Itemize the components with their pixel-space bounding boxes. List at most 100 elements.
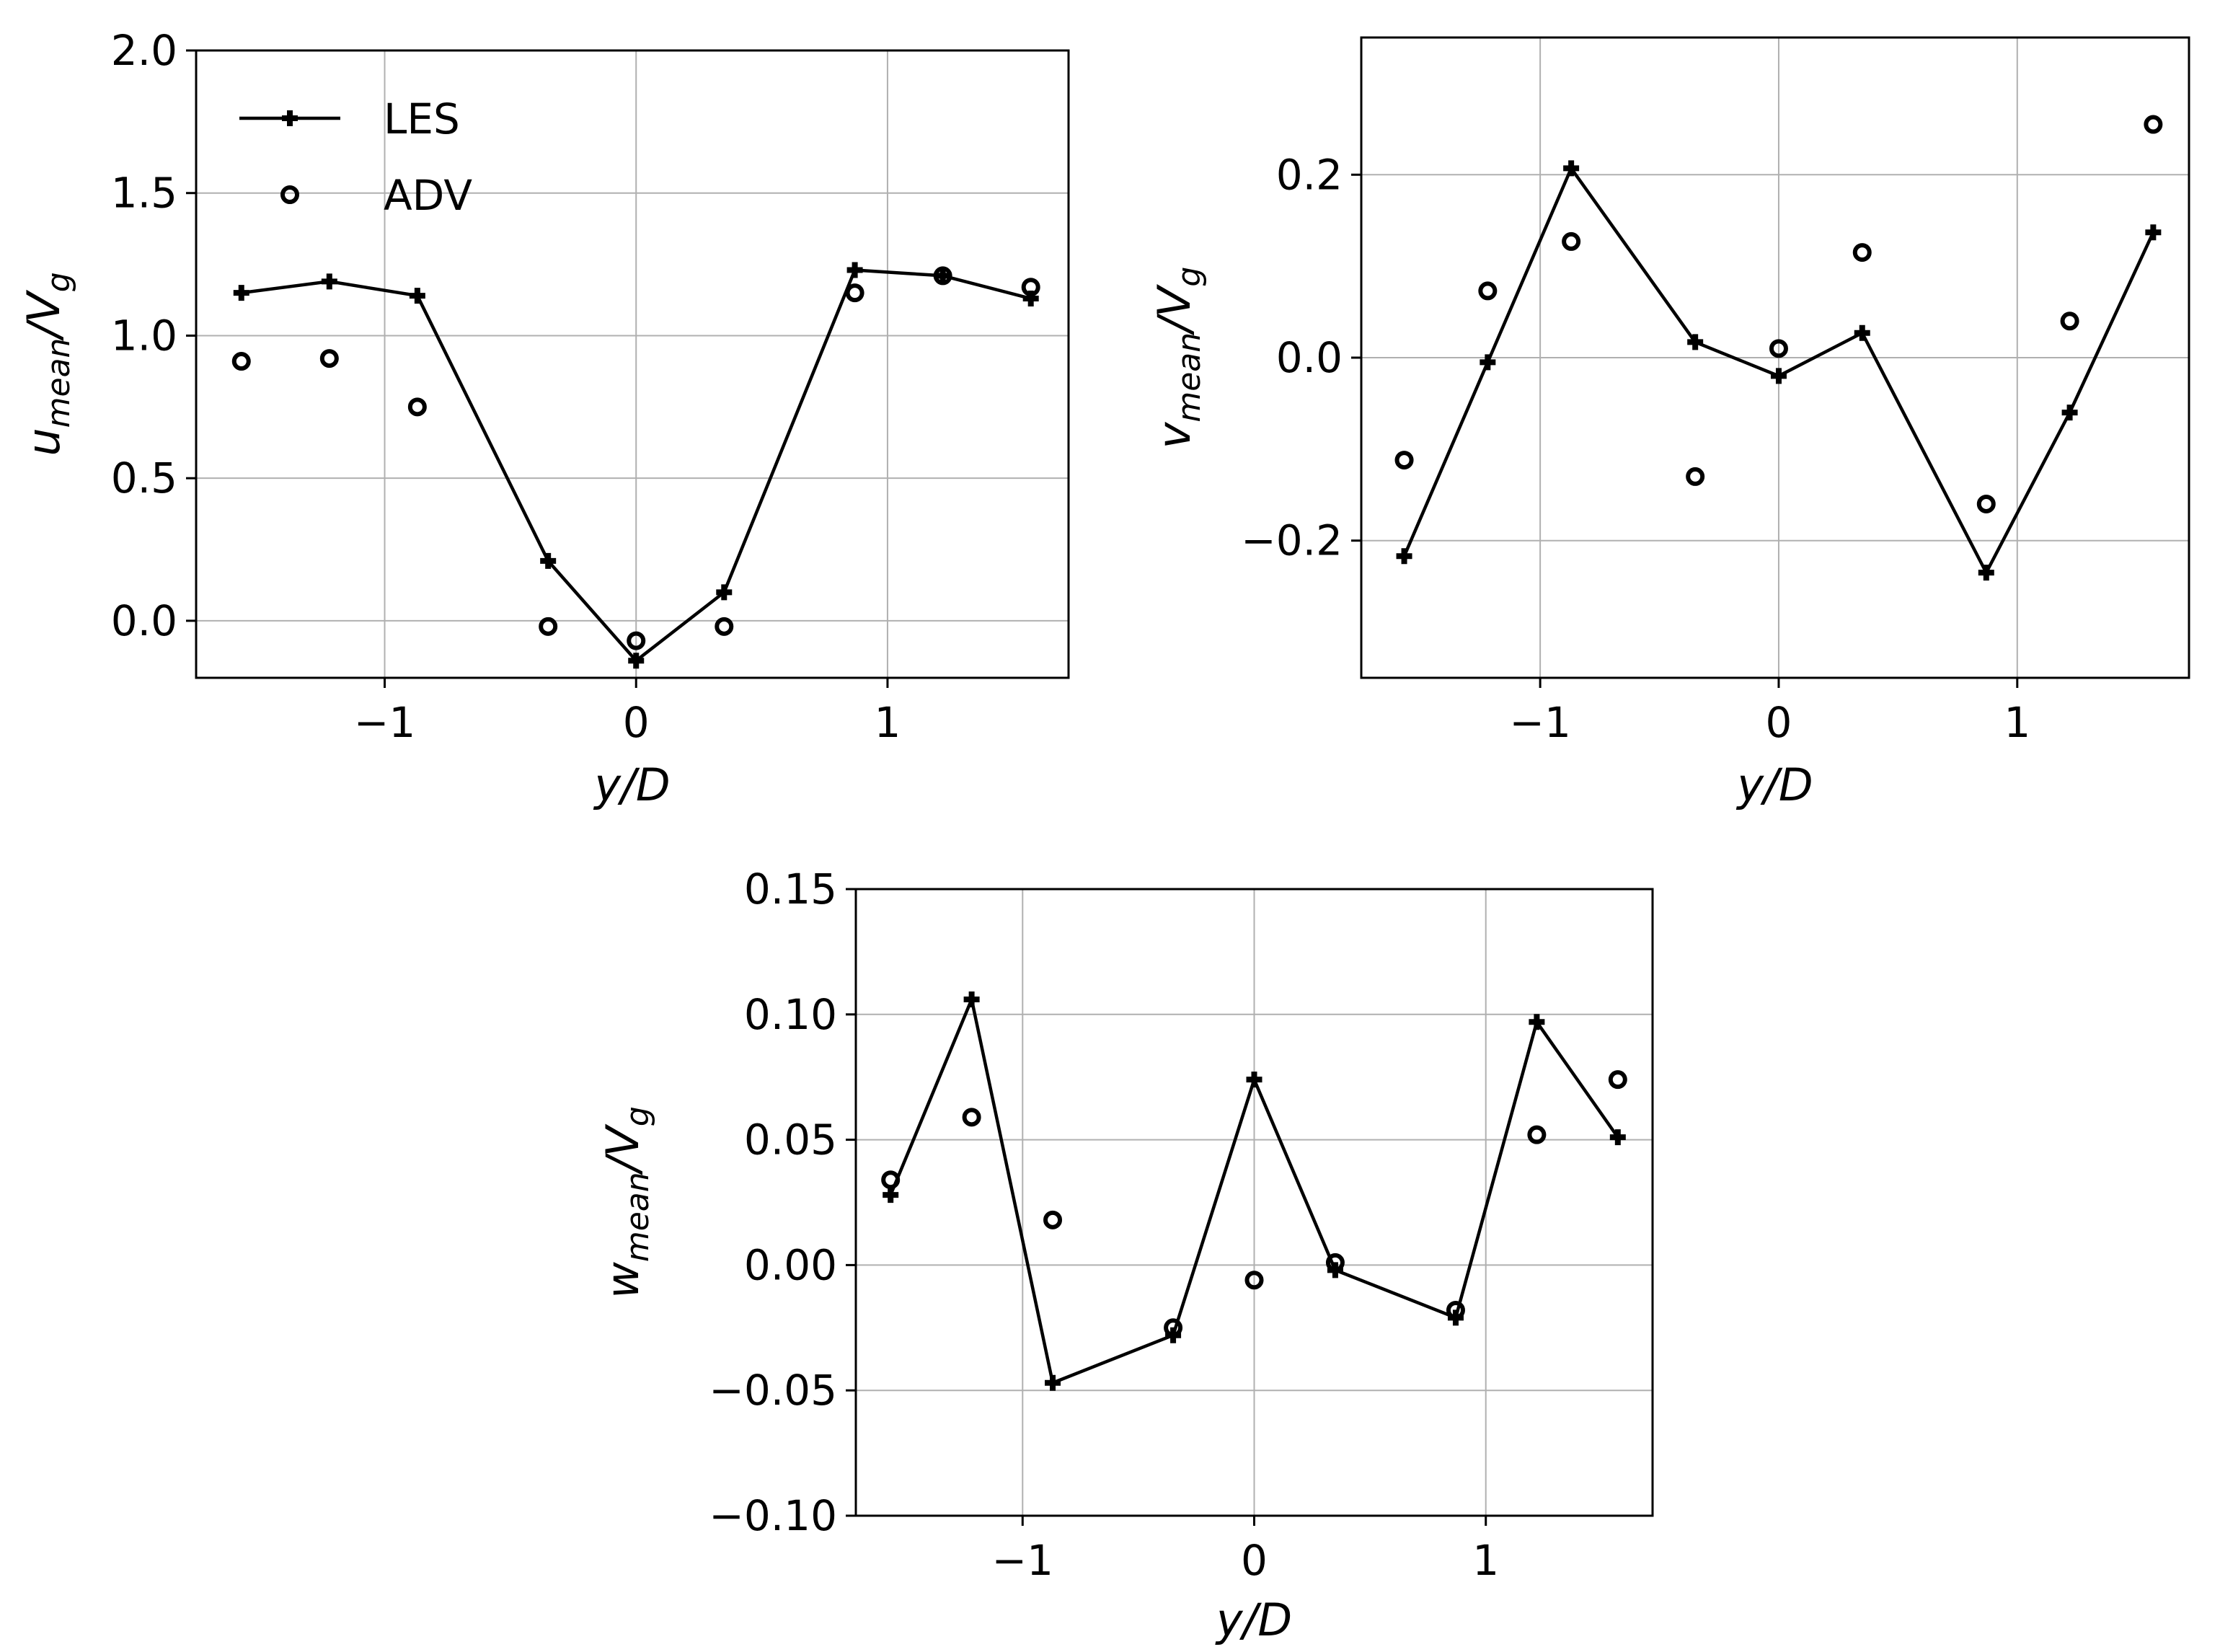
adv-point xyxy=(962,1108,981,1127)
adv-point xyxy=(1769,339,1788,358)
adv-point xyxy=(231,352,251,371)
x-axis-label: y/D xyxy=(1215,1594,1292,1646)
axes-frame xyxy=(195,49,1070,679)
y-tick-label: 2.0 xyxy=(111,26,177,75)
adv-point xyxy=(1478,281,1498,301)
x-axis-label: y/D xyxy=(593,759,670,811)
y-tick-label: 0.0 xyxy=(1276,333,1343,382)
adv-point xyxy=(715,617,734,636)
x-tick-label: −1 xyxy=(1509,698,1571,747)
y-axis-label: umean/Vg xyxy=(17,272,77,456)
x-axis-label: y/D xyxy=(1735,759,1813,811)
les-point xyxy=(846,262,863,278)
y-axis-label-part: u xyxy=(17,428,70,456)
y-tick-label: 0.05 xyxy=(744,1116,837,1165)
adv-point xyxy=(1976,494,1996,513)
u-mean-panel: −1 0 1 0.0 0.5 1.0 1.5 2.0 y/D umean/Vg LES ADV xyxy=(17,26,1070,811)
adv-point xyxy=(2060,312,2079,331)
adv-point xyxy=(407,397,427,417)
x-tick-label: 1 xyxy=(1472,1536,1499,1585)
y-tick-label: −0.2 xyxy=(1241,516,1343,565)
w-mean-panel: −1 0 1 −0.10 −0.05 0.00 0.05 0.10 0.15 y/D wmean/V… xyxy=(596,865,1654,1646)
legend-adv-marker xyxy=(280,185,299,204)
les-point xyxy=(1480,354,1496,371)
y-tick-label: 0.5 xyxy=(111,454,177,503)
les-point xyxy=(1687,334,1704,350)
les-point xyxy=(233,285,249,301)
adv-point xyxy=(881,1170,901,1190)
x-tick-label: 1 xyxy=(874,698,901,747)
y-axis-label-part: mean xyxy=(1171,332,1208,423)
y-axis-label: wmean/Vg xyxy=(596,1106,656,1299)
adv-point xyxy=(1527,1125,1547,1144)
adv-point xyxy=(319,349,339,368)
les-point xyxy=(1529,1014,1545,1030)
les-point xyxy=(1045,1374,1061,1391)
les-point xyxy=(2145,224,2162,241)
y-axis-label-part: mean xyxy=(619,1172,656,1262)
x-tick-label: 0 xyxy=(1241,1536,1268,1585)
les-point xyxy=(1563,160,1580,177)
les-point xyxy=(321,273,337,290)
y-axis-label-part: V xyxy=(17,289,70,323)
y-tick-label: 0.2 xyxy=(1276,150,1343,199)
adv-point xyxy=(1394,451,1414,470)
x-tick-label: 0 xyxy=(623,698,650,747)
adv-point xyxy=(1244,1271,1264,1290)
adv-point xyxy=(1562,231,1581,251)
les-point xyxy=(1246,1072,1262,1088)
adv-point xyxy=(539,617,558,636)
les-point xyxy=(963,991,980,1007)
adv-point xyxy=(1446,1300,1465,1320)
les-point xyxy=(628,653,645,669)
y-tick-label: 1.5 xyxy=(111,169,177,218)
adv-point xyxy=(627,631,646,650)
y-axis-label-part: w xyxy=(596,1262,649,1299)
legend: LES ADV xyxy=(239,94,472,220)
y-axis-label-part: V xyxy=(1148,283,1200,317)
adv-point xyxy=(1852,243,1872,262)
y-axis-label: vmean/Vg xyxy=(1148,267,1208,449)
adv-point xyxy=(2144,115,2163,134)
y-tick-label: 0.00 xyxy=(744,1240,837,1289)
y-tick-label: 0.10 xyxy=(744,990,837,1039)
x-tick-label: −1 xyxy=(992,1536,1054,1585)
y-tick-label: −0.05 xyxy=(709,1366,837,1415)
les-point xyxy=(1609,1129,1626,1146)
y-tick-label: 1.0 xyxy=(111,311,177,360)
y-axis-label-part: v xyxy=(1148,421,1200,449)
adv-point xyxy=(1608,1070,1627,1090)
les-point xyxy=(1770,368,1787,384)
legend-adv-label: ADV xyxy=(384,171,472,220)
adv-point xyxy=(845,283,864,303)
y-axis-label-part: g xyxy=(40,272,77,292)
les-point xyxy=(716,584,733,601)
adv-point xyxy=(1043,1210,1063,1229)
les-point xyxy=(1978,565,1994,581)
y-tick-label: 0.0 xyxy=(111,596,177,645)
les-point xyxy=(540,552,557,569)
y-axis-label-part: g xyxy=(1171,267,1208,287)
v-mean-panel: −1 0 1 −0.2 0.0 0.2 y/D vmean/Vg xyxy=(1148,36,2190,811)
adv-point xyxy=(1021,278,1040,297)
y-tick-label: 0.15 xyxy=(744,865,837,914)
adv-point xyxy=(1164,1318,1183,1338)
x-tick-label: 0 xyxy=(1766,698,1792,747)
les-point xyxy=(1854,324,1870,341)
adv-point xyxy=(1686,467,1705,486)
legend-les-label: LES xyxy=(384,94,460,143)
x-tick-label: 1 xyxy=(2004,698,2030,747)
les-point xyxy=(2061,405,2078,421)
adv-point xyxy=(1325,1253,1345,1272)
y-axis-label-part: V xyxy=(596,1123,649,1157)
les-point xyxy=(883,1187,899,1203)
y-axis-label-part: mean xyxy=(40,338,77,428)
les-point xyxy=(409,288,425,304)
adv-point xyxy=(933,266,952,286)
x-tick-label: −1 xyxy=(354,698,416,747)
y-tick-label: −0.10 xyxy=(709,1491,837,1540)
legend-les-marker xyxy=(282,110,298,126)
les-point xyxy=(1396,548,1412,565)
y-axis-label-part: g xyxy=(619,1106,656,1126)
